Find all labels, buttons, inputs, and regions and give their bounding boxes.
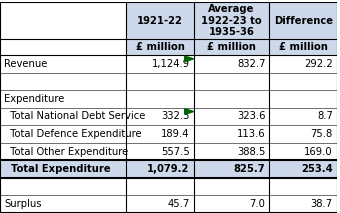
Text: 557.5: 557.5 [161, 147, 190, 157]
Bar [270, 125, 337, 143]
Text: 113.6: 113.6 [237, 129, 266, 139]
Bar [194, 160, 270, 178]
Text: 169.0: 169.0 [304, 147, 333, 157]
Bar [194, 178, 270, 196]
Bar [126, 160, 194, 178]
Bar [270, 196, 337, 213]
Bar [270, 2, 337, 39]
Bar [0, 39, 126, 55]
Bar [0, 55, 126, 73]
Bar [0, 2, 126, 39]
Bar [126, 196, 194, 213]
Text: Total National Debt Service: Total National Debt Service [4, 111, 146, 121]
Bar [270, 73, 337, 90]
Bar [126, 73, 194, 90]
Bar [126, 125, 194, 143]
Bar [270, 178, 337, 196]
Bar [194, 55, 270, 73]
Bar [270, 39, 337, 55]
Bar [194, 125, 270, 143]
Bar [126, 55, 194, 73]
Bar [0, 108, 126, 125]
Text: £ million: £ million [207, 42, 256, 52]
Bar [194, 90, 270, 108]
Text: 388.5: 388.5 [237, 147, 266, 157]
Text: Expenditure: Expenditure [4, 94, 64, 104]
Bar [0, 178, 126, 196]
Text: Revenue: Revenue [4, 59, 47, 69]
Text: 75.8: 75.8 [310, 129, 333, 139]
Polygon shape [185, 56, 194, 62]
Bar [270, 90, 337, 108]
Bar [126, 143, 194, 160]
Bar [126, 39, 194, 55]
Text: 1,079.2: 1,079.2 [147, 164, 190, 174]
Bar [194, 143, 270, 160]
Text: Average
1922-23 to
1935-36: Average 1922-23 to 1935-36 [201, 4, 262, 37]
Text: Total Defence Expenditure: Total Defence Expenditure [4, 129, 142, 139]
Text: 45.7: 45.7 [167, 199, 190, 209]
Bar [194, 39, 270, 55]
Bar [194, 108, 270, 125]
Bar [270, 160, 337, 178]
Text: 253.4: 253.4 [301, 164, 333, 174]
Text: 8.7: 8.7 [317, 111, 333, 121]
Bar [0, 90, 126, 108]
Bar [194, 196, 270, 213]
Text: £ million: £ million [136, 42, 184, 52]
Bar [270, 108, 337, 125]
Bar [270, 143, 337, 160]
Text: 332.3: 332.3 [161, 111, 190, 121]
Text: 7.0: 7.0 [250, 199, 266, 209]
Text: 323.6: 323.6 [237, 111, 266, 121]
Bar [0, 160, 126, 178]
Bar [126, 108, 194, 125]
Text: Difference: Difference [274, 16, 333, 26]
Text: 292.2: 292.2 [304, 59, 333, 69]
Text: Total Expenditure: Total Expenditure [4, 164, 110, 174]
Text: 38.7: 38.7 [311, 199, 333, 209]
Bar [126, 90, 194, 108]
Bar [0, 125, 126, 143]
Text: £ million: £ million [279, 42, 328, 52]
Text: Surplus: Surplus [4, 199, 41, 209]
Bar [194, 73, 270, 90]
Text: 189.4: 189.4 [161, 129, 190, 139]
Text: 825.7: 825.7 [234, 164, 266, 174]
Bar [194, 2, 270, 39]
Text: 1921-22: 1921-22 [137, 16, 183, 26]
Text: 1,124.9: 1,124.9 [152, 59, 190, 69]
Bar [0, 143, 126, 160]
Bar [126, 2, 194, 39]
Bar [0, 73, 126, 90]
Bar [270, 55, 337, 73]
Text: 832.7: 832.7 [237, 59, 266, 69]
Text: Total Other Expenditure: Total Other Expenditure [4, 147, 128, 157]
Bar [0, 196, 126, 213]
Polygon shape [185, 109, 194, 114]
Bar [126, 178, 194, 196]
